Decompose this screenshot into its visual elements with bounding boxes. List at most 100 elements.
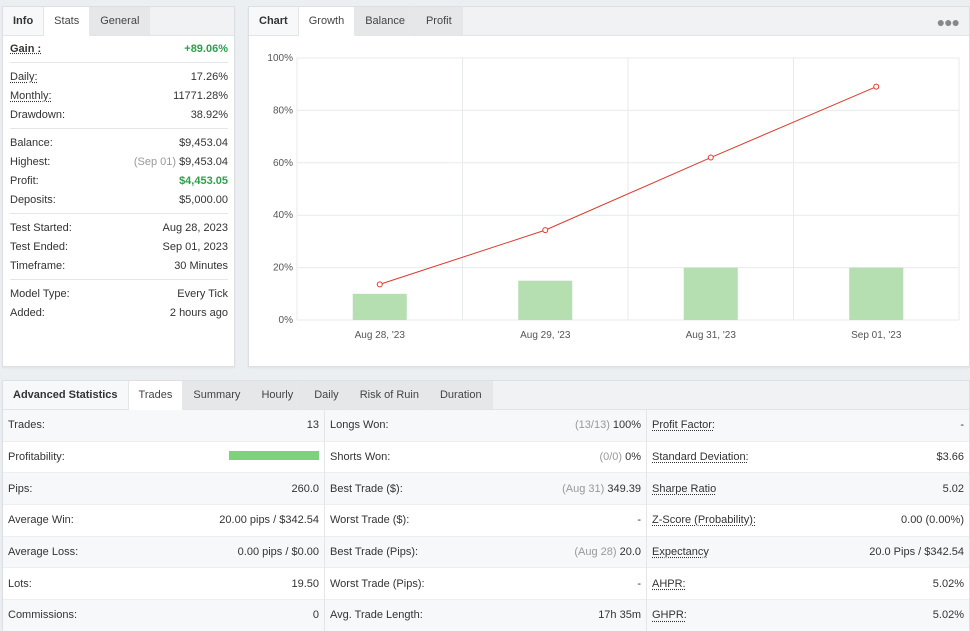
- ahpr-label[interactable]: AHPR:: [652, 577, 686, 590]
- x-tick-label: Aug 29, '23: [520, 330, 571, 341]
- profit-factor-value: -: [960, 419, 964, 432]
- profit-factor-value-wrap: -: [960, 419, 964, 431]
- sharpe-ratio-value: 5.02: [942, 482, 964, 495]
- monthly-row: Monthly: 11771.28%: [10, 86, 228, 105]
- average-loss-row: Average Loss: 0.00 pips / $0.00: [3, 536, 324, 569]
- x-tick-label: Aug 28, '23: [355, 330, 406, 341]
- test-started-row: Test Started: Aug 28, 2023: [10, 218, 228, 237]
- growth-point-aug-28-23[interactable]: [376, 281, 383, 288]
- timeframe-value-wrap: 30 Minutes: [174, 260, 228, 272]
- sharpe-ratio-label[interactable]: Sharpe Ratio: [652, 482, 717, 495]
- best-trade-pips-row: Best Trade (Pips): (Aug 28) 20.0: [325, 536, 646, 569]
- stats-column-2: Longs Won: (13/13) 100% Shorts Won: (0/0) 0% B…: [325, 410, 647, 631]
- ahpr-value: 5.02%: [932, 577, 964, 590]
- daily-value: 17.26%: [190, 70, 228, 83]
- balance-value-wrap: $9,453.04: [179, 137, 228, 149]
- test-started-label: Test Started:: [10, 221, 72, 234]
- test-ended-value-wrap: Sep 01, 2023: [163, 241, 228, 253]
- y-tick-label: 0%: [279, 315, 294, 326]
- highest-date: (Sep 01): [133, 155, 177, 168]
- best-trade-row: Best Trade ($): (Aug 31) 349.39: [325, 473, 646, 506]
- bar-sep-01-23[interactable]: [849, 267, 904, 320]
- profitability-row: Profitability:: [3, 442, 324, 474]
- ellipsis-icon[interactable]: ●●●: [936, 14, 960, 30]
- z-score-probability-row: Z-Score (Probability): 0.00 (0.00%): [647, 505, 969, 537]
- worst-trade-row: Worst Trade ($): -: [325, 505, 646, 537]
- tab-duration[interactable]: Duration: [429, 381, 493, 409]
- average-loss-value: 0.00 pips / $0.00: [237, 546, 319, 559]
- standard-deviation-row: Standard Deviation: $3.66: [647, 442, 969, 474]
- expectancy-value-wrap: 20.0 Pips / $342.54: [869, 546, 964, 558]
- bar-aug-29-23[interactable]: [518, 280, 573, 320]
- lots-label: Lots:: [8, 577, 32, 590]
- gain-label[interactable]: Gain :: [10, 42, 42, 55]
- timeframe-value: 30 Minutes: [174, 259, 228, 272]
- drawdown-label: Drawdown:: [10, 108, 66, 121]
- model-group: Model Type: Every Tick Added: 2 hours ago: [10, 284, 228, 322]
- monthly-label[interactable]: Monthly:: [10, 89, 52, 102]
- worst-trade-pips-row: Worst Trade (Pips): -: [325, 568, 646, 601]
- longs-won-label: Longs Won:: [330, 419, 389, 432]
- monthly-value-wrap: 11771.28%: [173, 90, 228, 102]
- bar-aug-28-23[interactable]: [352, 293, 407, 320]
- average-loss-label: Average Loss:: [8, 546, 79, 559]
- balance-label: Balance:: [10, 136, 53, 149]
- divider: [10, 213, 228, 214]
- pips-row: Pips: 260.0: [3, 473, 324, 506]
- lots-value: 19.50: [291, 577, 319, 590]
- longs-won-value-wrap: (13/13) 100%: [575, 419, 641, 431]
- tab-hourly[interactable]: Hourly: [251, 381, 305, 409]
- profit-factor-row: Profit Factor: -: [647, 410, 969, 442]
- growth-chart: 0% 20% 40% 60% 80% 100% Aug 28, '23 Aug 29, '23…: [267, 53, 960, 341]
- profit-value: $4,453.05: [179, 174, 228, 187]
- avg-trade-length-label: Avg. Trade Length:: [330, 609, 423, 622]
- bar-aug-31-23[interactable]: [683, 267, 738, 320]
- deposits-value-wrap: $5,000.00: [179, 194, 228, 206]
- standard-deviation-label[interactable]: Standard Deviation:: [652, 451, 749, 464]
- worst-trade-label: Worst Trade ($):: [330, 514, 410, 527]
- tab-profit[interactable]: Profit: [415, 7, 463, 35]
- best-trade-label: Best Trade ($):: [330, 482, 403, 495]
- shorts-won-label: Shorts Won:: [330, 451, 391, 464]
- z-score-probability-label[interactable]: Z-Score (Probability):: [652, 514, 756, 527]
- profit-factor-label[interactable]: Profit Factor:: [652, 419, 715, 432]
- trades-value-wrap: 13: [307, 419, 319, 431]
- expectancy-label[interactable]: Expectancy: [652, 546, 709, 559]
- commissions-value-wrap: 0: [313, 609, 319, 621]
- best-trade-detail: (Aug 31): [562, 482, 605, 495]
- balance-value: $9,453.04: [179, 136, 228, 149]
- growth-point-aug-31-23[interactable]: [707, 154, 714, 161]
- profitability-label: Profitability:: [8, 451, 65, 464]
- divider: [10, 279, 228, 280]
- lots-row: Lots: 19.50: [3, 568, 324, 601]
- highest-value: $9,453.04: [179, 155, 228, 168]
- daily-label[interactable]: Daily:: [10, 70, 38, 83]
- longs-won-value: 100%: [612, 419, 641, 432]
- drawdown-value-wrap: 38.92%: [191, 109, 228, 121]
- x-tick-label: Aug 31, '23: [686, 330, 737, 341]
- tab-risk-of-ruin[interactable]: Risk of Ruin: [349, 381, 430, 409]
- stats-grid: Trades: 13 Profitability: Pips: 260.0 Average…: [3, 410, 969, 631]
- growth-point-aug-29-23[interactable]: [542, 227, 549, 234]
- z-score-probability-value: 0.00 (0.00%): [901, 514, 964, 527]
- shorts-won-detail: (0/0): [599, 451, 623, 464]
- y-tick-label: 80%: [273, 105, 293, 116]
- tab-general[interactable]: General: [90, 7, 151, 35]
- profitability-bar: [229, 451, 319, 461]
- y-tick-label: 60%: [273, 158, 293, 169]
- model-type-row: Model Type: Every Tick: [10, 284, 228, 303]
- longs-won-row: Longs Won: (13/13) 100%: [325, 410, 646, 442]
- worst-trade-value-wrap: -: [637, 514, 641, 526]
- ghpr-label[interactable]: GHPR:: [652, 609, 687, 622]
- trades-label: Trades:: [8, 419, 45, 432]
- daily-value-wrap: 17.26%: [191, 71, 228, 83]
- tab-summary[interactable]: Summary: [183, 381, 252, 409]
- tab-stats[interactable]: Stats: [44, 7, 91, 36]
- deposits-row: Deposits: $5,000.00: [10, 190, 228, 209]
- tab-growth[interactable]: Growth: [298, 7, 356, 36]
- growth-point-sep-01-23[interactable]: [873, 83, 880, 90]
- tab-trades[interactable]: Trades: [128, 381, 184, 410]
- tab-daily[interactable]: Daily: [304, 381, 350, 409]
- tab-balance[interactable]: Balance: [355, 7, 416, 35]
- gain-row: Gain : +89.06%: [10, 39, 228, 58]
